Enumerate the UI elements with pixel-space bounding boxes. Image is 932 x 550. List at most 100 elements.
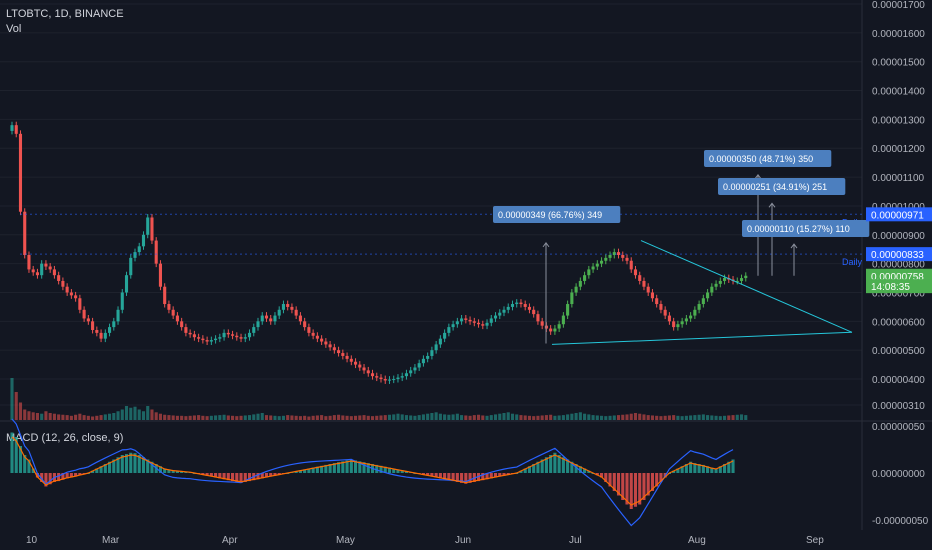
daily-label: Daily	[842, 257, 863, 267]
candle-body	[18, 133, 23, 212]
macd-hist-bar	[31, 468, 35, 473]
macd-label: MACD (12, 26, close, 9)	[6, 432, 124, 444]
macd-hist-bar	[150, 461, 154, 473]
volume-bar	[616, 415, 621, 420]
macd-hist-bar	[659, 473, 663, 482]
candle-body	[218, 337, 222, 339]
candle-body	[557, 324, 561, 329]
volume-bar	[477, 414, 481, 420]
candle-body	[243, 337, 247, 339]
volume-bar	[298, 416, 302, 420]
macd-hist-bar	[311, 467, 315, 473]
macd-hist-bar	[574, 464, 578, 473]
volume-bar	[61, 414, 65, 420]
candle-body	[595, 263, 599, 267]
volume-bar	[235, 416, 239, 420]
volume-bar	[23, 409, 27, 420]
candle-body	[158, 263, 162, 287]
volume-bar	[366, 415, 370, 420]
macd-hist-bar	[519, 470, 523, 473]
volume-bar	[362, 415, 366, 420]
macd-hist-bar	[103, 464, 107, 473]
macd-hist-bar	[320, 465, 324, 473]
candle-body	[506, 306, 510, 310]
volume-bar	[86, 415, 90, 420]
volume-bar	[184, 416, 188, 420]
volume-bar	[40, 413, 44, 420]
volume-bar	[523, 415, 527, 420]
candle-body	[608, 254, 612, 258]
candle-body	[252, 327, 256, 333]
price-tick-label: 0.00001600	[872, 29, 925, 40]
volume-bar	[421, 414, 425, 420]
candle-body	[739, 278, 744, 281]
macd-hist-bar	[438, 473, 442, 479]
macd-hist-bar	[460, 473, 464, 483]
volume-bar	[209, 415, 213, 420]
macd-hist-bar	[141, 457, 146, 473]
candle-body	[650, 292, 654, 299]
volume-bar	[451, 414, 455, 420]
volume-bar	[239, 415, 243, 420]
price-tick-label: 0.00001500	[872, 58, 925, 69]
volume-bar	[91, 416, 95, 420]
macd-hist-bar	[69, 473, 73, 478]
macd-hist-bar	[506, 473, 510, 475]
macd-hist-bar	[693, 463, 697, 473]
macd-hist-bar	[621, 473, 625, 500]
macd-hist-bar	[247, 473, 252, 482]
volume-bar	[553, 415, 557, 420]
macd-hist-bar	[477, 473, 481, 482]
price-badge	[866, 279, 932, 294]
candle-body	[625, 257, 629, 261]
volume-bar	[188, 415, 192, 420]
macd-hist-bar	[23, 455, 27, 473]
candle-body	[65, 286, 69, 293]
triangle-upper-line	[640, 240, 853, 333]
macd-hist-bar	[701, 464, 705, 473]
candle-body	[723, 278, 727, 281]
candle-body	[604, 257, 608, 261]
volume-bar	[120, 409, 124, 420]
macd-hist-bar	[498, 473, 502, 477]
macd-hist-bar	[430, 473, 434, 477]
measure-label: 0.00000349 (66.76%) 349	[498, 210, 602, 220]
price-tick-label: 0.00000500	[872, 346, 925, 357]
candle-body	[434, 344, 438, 351]
candle-body	[99, 332, 103, 339]
candle-body	[472, 321, 476, 323]
volume-bar	[642, 414, 646, 420]
candle-body	[561, 315, 565, 325]
macd-hist-bar	[629, 473, 633, 509]
macd-hist-bar	[44, 473, 48, 487]
candle-body	[150, 217, 154, 241]
candle-body	[515, 302, 519, 305]
macd-hist-bar	[583, 468, 587, 473]
macd-hist-bar	[158, 466, 162, 473]
volume-bar	[214, 415, 218, 420]
measure-arrow-head	[768, 202, 776, 208]
candle-body	[35, 272, 39, 276]
macd-hist-bar	[455, 473, 459, 482]
macd-hist-bar	[544, 457, 548, 473]
candle-body	[226, 332, 230, 335]
volume-bar	[387, 414, 392, 420]
candle-body	[532, 309, 536, 315]
volume-bar	[426, 413, 430, 420]
volume-bar	[570, 413, 574, 420]
price-badge-label: 14:08:35	[871, 282, 910, 293]
candle-body	[44, 263, 48, 267]
volume-bar	[455, 413, 459, 420]
candle-body	[23, 211, 27, 255]
candle-body	[744, 275, 748, 279]
candle-body	[27, 254, 31, 270]
candle-body	[735, 280, 739, 282]
volume-bar	[167, 415, 171, 420]
macd-hist-bar	[684, 464, 688, 473]
volume-bar	[112, 413, 116, 420]
macd-hist-bar	[341, 461, 345, 473]
volume-bar	[710, 415, 714, 420]
measure-label: 0.00000251 (34.91%) 251	[723, 182, 827, 192]
volume-bar	[739, 414, 744, 420]
